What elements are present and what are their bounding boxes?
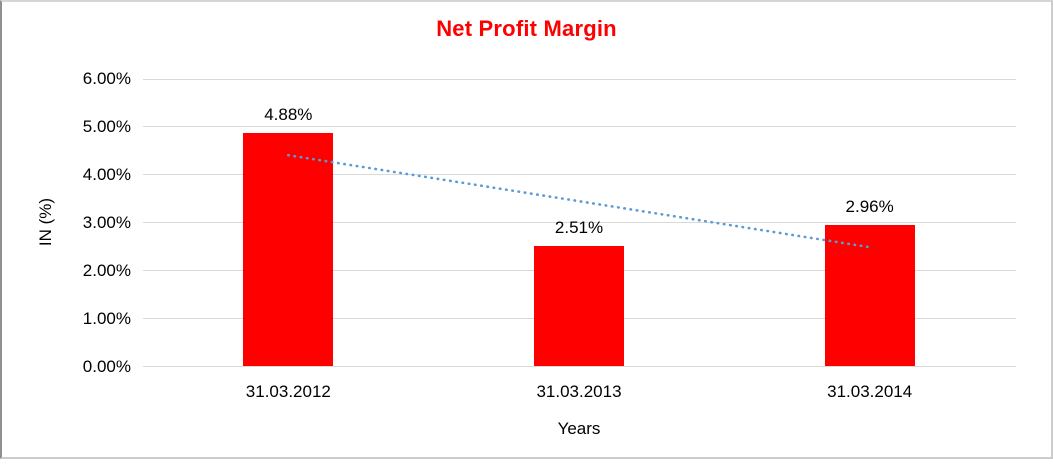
y-tick-label: 6.00% <box>82 69 131 88</box>
y-tick-label: 4.00% <box>82 164 131 184</box>
bar-value-label: 2.96% <box>845 196 894 216</box>
x-axis-title: Years <box>557 419 601 438</box>
bar-value-label: 2.51% <box>554 218 604 238</box>
bar-value-label: 4.88% <box>264 104 313 124</box>
bar <box>824 224 915 367</box>
bar <box>243 132 334 367</box>
chart-title: Net Profit Margin <box>436 16 617 41</box>
y-tick-label: 3.00% <box>82 212 131 232</box>
gridline <box>143 78 1016 80</box>
gridline <box>143 126 1016 128</box>
y-tick-label: 2.00% <box>82 260 131 280</box>
bar <box>534 246 624 367</box>
x-tick-label: 31.03.2012 <box>245 382 331 401</box>
x-tick-label: 31.03.2014 <box>827 382 913 401</box>
x-tick-label: 31.03.2013 <box>536 382 622 401</box>
y-tick-label: 1.00% <box>82 308 131 328</box>
y-tick-label: 5.00% <box>82 116 131 136</box>
y-tick-label: 0.00% <box>82 356 131 376</box>
gridline <box>143 366 1016 367</box>
